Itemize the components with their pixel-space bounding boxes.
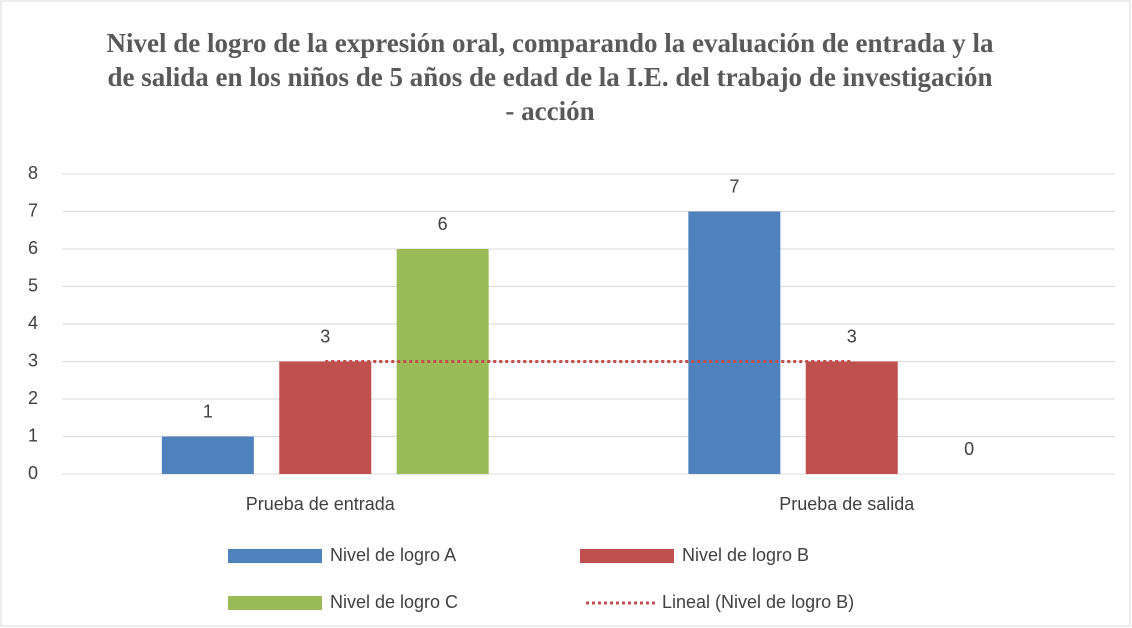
legend-label: Nivel de logro A	[330, 545, 456, 565]
value-label: 3	[320, 326, 330, 346]
chart-title: Nivel de logro de la expresión oral, com…	[106, 28, 994, 126]
legend-label: Lineal (Nivel de logro B)	[662, 592, 854, 612]
y-tick-label: 1	[28, 425, 38, 445]
legend-swatch	[580, 549, 674, 563]
bar	[161, 436, 254, 474]
value-label: 7	[729, 176, 739, 196]
y-tick-label: 7	[28, 200, 38, 220]
y-tick-label: 4	[28, 313, 38, 333]
bar	[688, 211, 781, 474]
legend-label: Nivel de logro C	[330, 592, 458, 612]
legend-swatch	[228, 549, 322, 563]
bar	[805, 361, 898, 474]
legend-swatch	[228, 596, 322, 610]
value-label: 1	[203, 401, 213, 421]
y-tick-label: 6	[28, 238, 38, 258]
x-tick-label: Prueba de salida	[779, 494, 915, 514]
y-tick-label: 0	[28, 463, 38, 483]
y-tick-label: 2	[28, 388, 38, 408]
y-tick-label: 3	[28, 350, 38, 370]
y-tick-label: 5	[28, 275, 38, 295]
bar	[279, 361, 372, 474]
y-tick-label: 8	[28, 163, 38, 183]
value-label: 0	[964, 439, 974, 459]
x-tick-label: Prueba de entrada	[246, 494, 396, 514]
value-label: 6	[438, 214, 448, 234]
legend-label: Nivel de logro B	[682, 545, 809, 565]
value-label: 3	[847, 326, 857, 346]
